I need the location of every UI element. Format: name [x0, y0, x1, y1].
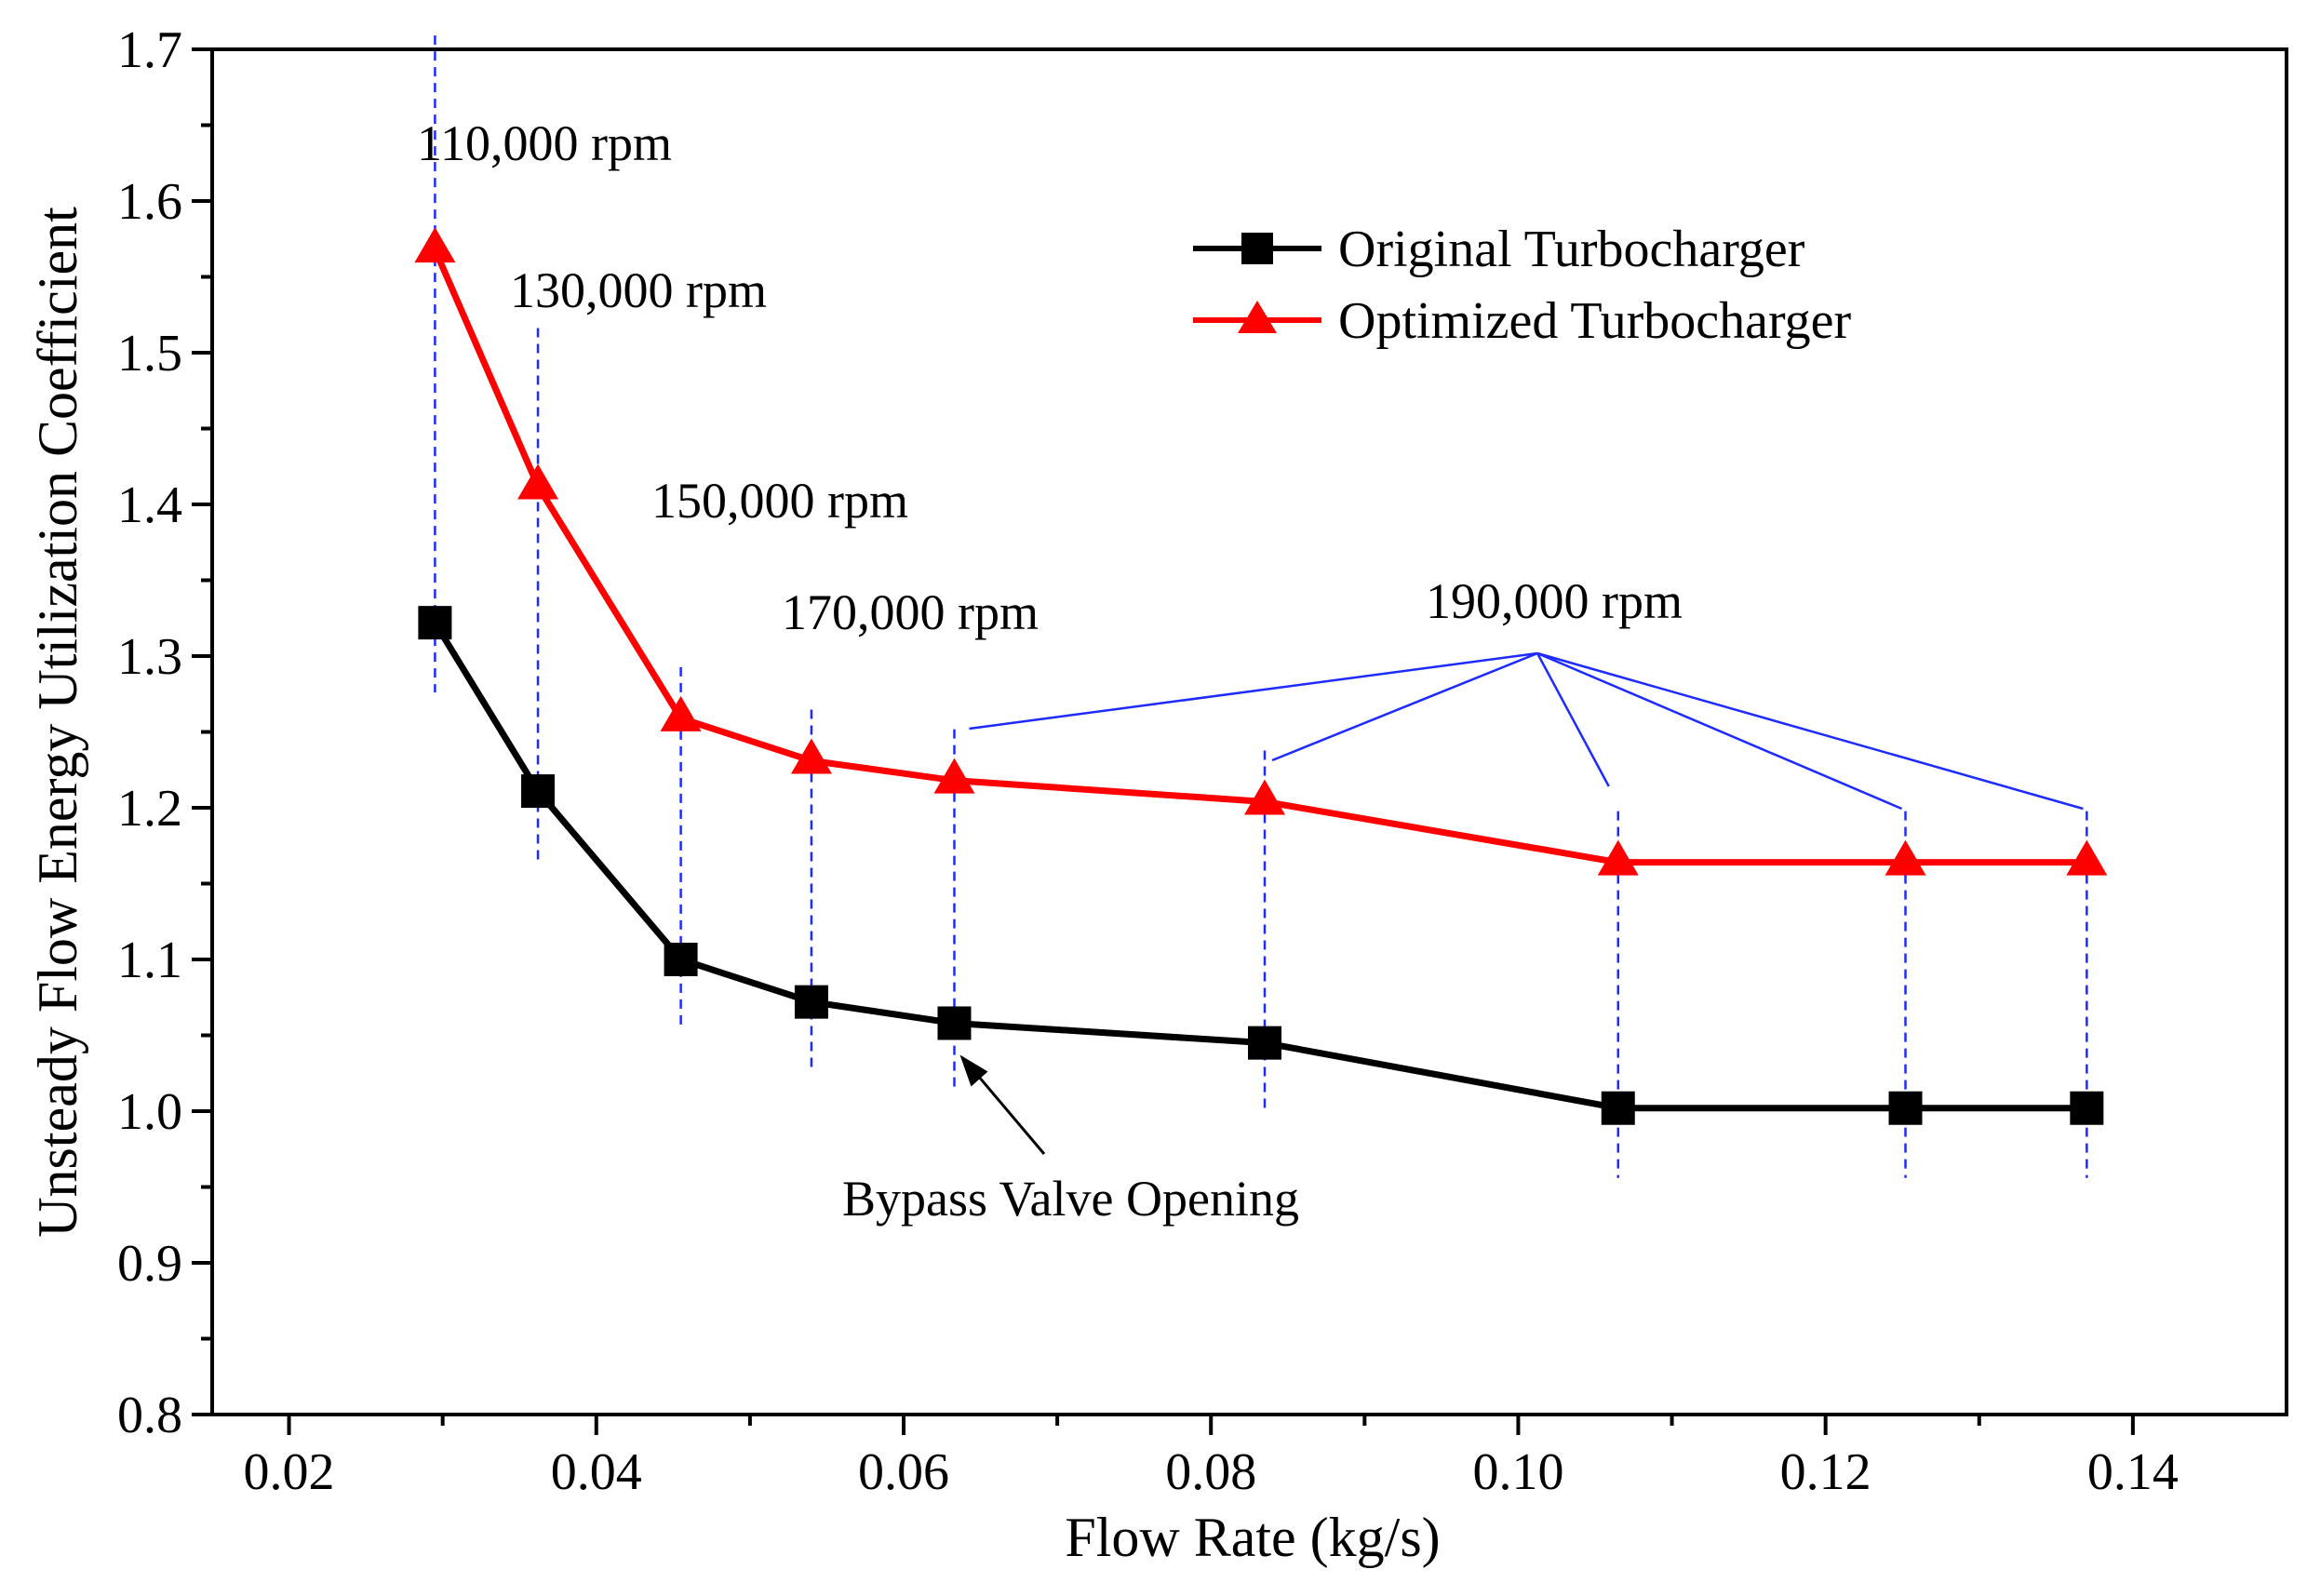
data-point-optimized [517, 463, 559, 500]
data-point-optimized [660, 695, 702, 731]
series-layer [414, 227, 2108, 1125]
legend-label-original: Original Turbocharger [1338, 221, 1805, 278]
data-point-optimized [2066, 839, 2108, 876]
rpm-leader-line [1536, 652, 1610, 787]
annotation-110000-rpm: 110,000 rpm [417, 115, 672, 171]
y-tick-label: 1.1 [117, 932, 182, 989]
y-tick-label: 1.3 [117, 628, 182, 686]
y-tick-label: 1.5 [117, 325, 182, 382]
x-tick-label: 0.02 [244, 1443, 335, 1501]
legend-label-optimized: Optimized Turbocharger [1338, 292, 1851, 350]
rpm-guide-lines [434, 35, 2088, 1178]
y-tick-label: 0.8 [117, 1387, 182, 1444]
x-axis-title: Flow Rate (kg/s) [1065, 1507, 1440, 1568]
x-tick-label: 0.14 [2087, 1443, 2179, 1501]
data-point-optimized [1244, 779, 1286, 815]
arrow-head [959, 1054, 988, 1087]
y-tick-label: 1.7 [117, 21, 182, 79]
data-point-optimized [933, 758, 975, 794]
data-point-original [937, 1006, 972, 1040]
annotations: 110,000 rpm 130,000 rpm 150,000 rpm 170,… [417, 115, 1683, 1227]
data-point-original [521, 774, 556, 809]
x-tick-label: 0.06 [858, 1443, 949, 1501]
x-tick-label: 0.12 [1780, 1443, 1871, 1501]
data-point-optimized [414, 227, 456, 263]
data-point-optimized [1884, 839, 1926, 876]
data-point-original [1248, 1026, 1282, 1060]
data-point-original [794, 985, 828, 1019]
legend: Original Turbocharger Optimized Turbocha… [1193, 221, 1851, 350]
x-tick-labels: 0.02 0.04 0.06 0.08 0.10 0.12 0.14 [244, 1443, 2179, 1501]
data-point-original [2070, 1091, 2104, 1125]
bypass-valve-arrow [959, 1054, 1046, 1155]
axis-ticks [192, 47, 2135, 1435]
annotation-190000-rpm: 190,000 rpm [1426, 573, 1683, 629]
rpm-leader-line [969, 651, 1538, 731]
y-tick-label: 1.2 [117, 780, 182, 838]
data-point-optimized [1597, 839, 1639, 876]
rpm-leader-line [1536, 651, 1903, 811]
data-point-optimized [790, 738, 832, 774]
legend-marker-original [1241, 233, 1273, 264]
rpm-leader-line [1271, 651, 1538, 762]
y-tick-labels: 0.8 0.9 1.0 1.1 1.2 1.3 1.4 1.5 1.6 1.7 [117, 21, 182, 1444]
y-tick-label: 1.4 [117, 476, 182, 534]
arrow-shaft [972, 1068, 1046, 1155]
annotation-170000-rpm: 170,000 rpm [782, 584, 1039, 640]
data-point-original [1601, 1091, 1635, 1125]
y-tick-label: 1.6 [117, 173, 182, 231]
annotation-150000-rpm: 150,000 rpm [651, 473, 908, 529]
rpm-leader-lines [969, 651, 2084, 811]
legend-marker-optimized [1238, 301, 1277, 333]
x-tick-label: 0.10 [1472, 1443, 1563, 1501]
y-tick-label: 0.9 [117, 1235, 182, 1293]
rpm-leader-line [1536, 651, 2084, 811]
data-point-original [1888, 1091, 1923, 1125]
x-tick-label: 0.04 [551, 1443, 642, 1501]
data-point-original [664, 943, 698, 976]
annotation-bypass-valve-opening: Bypass Valve Opening [842, 1171, 1299, 1227]
annotation-130000-rpm: 130,000 rpm [510, 262, 767, 318]
y-axis-title: Unsteady Flow Energy Utilization Coeffic… [27, 207, 88, 1238]
data-point-original [418, 606, 452, 640]
y-tick-label: 1.0 [117, 1083, 182, 1141]
x-tick-label: 0.08 [1165, 1443, 1256, 1501]
